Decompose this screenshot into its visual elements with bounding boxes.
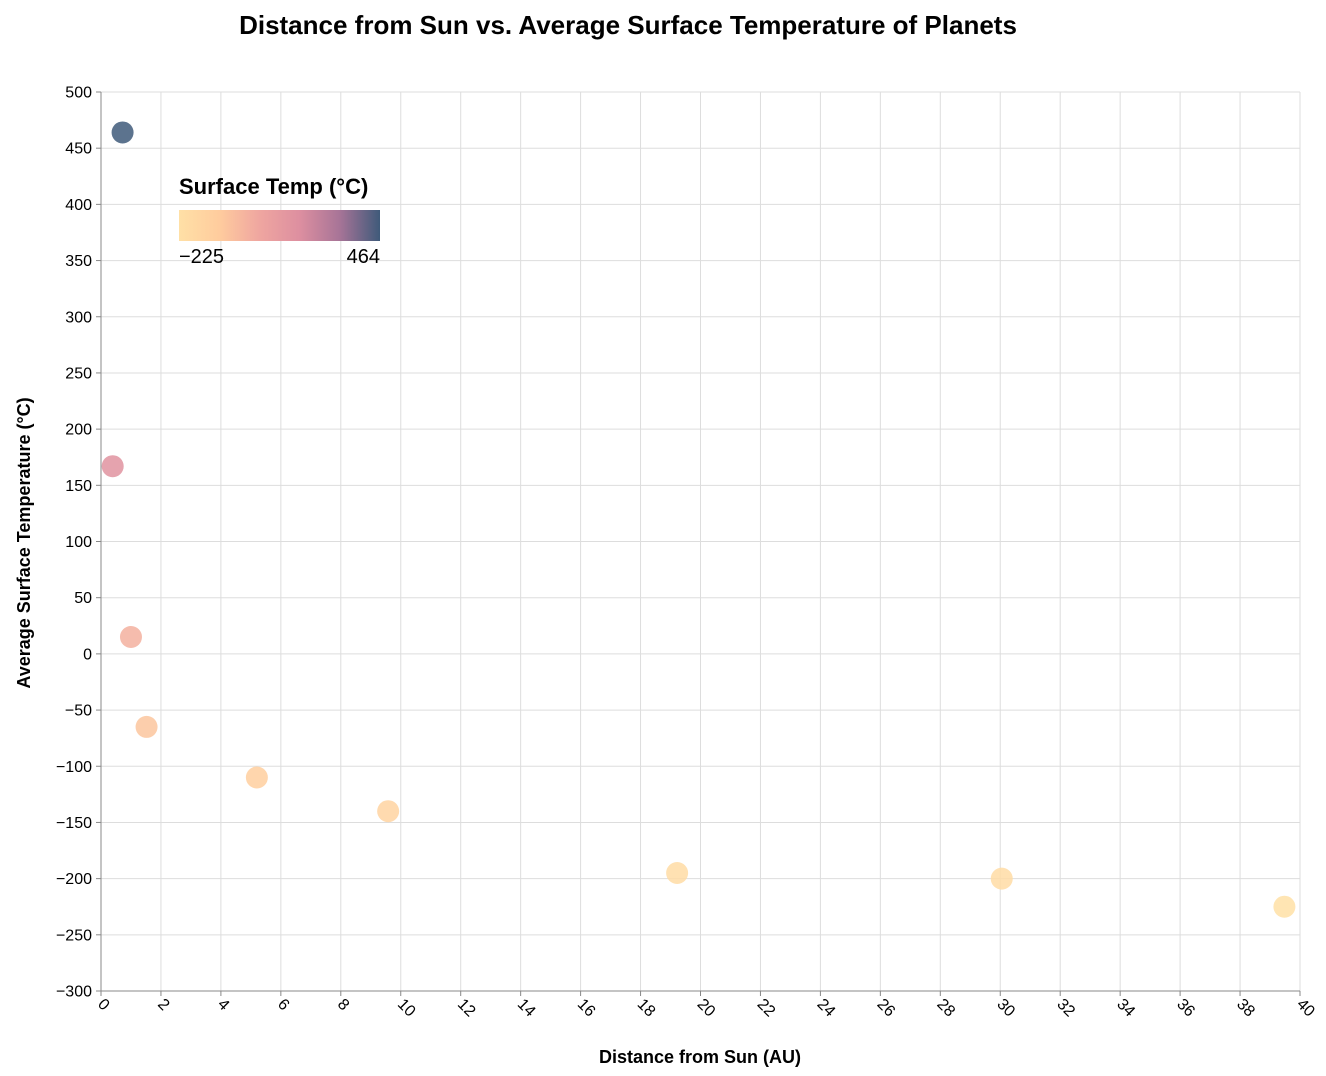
x-tick-label: 4 [214,996,232,1014]
y-tick-label: −200 [56,871,92,888]
x-tick-label: 0 [94,996,112,1014]
x-tick-label: 10 [394,996,419,1021]
x-tick-label: 28 [933,996,958,1021]
y-tick-label: 450 [65,141,92,158]
y-tick-label: 0 [83,646,92,663]
x-tick-label: 14 [514,996,539,1021]
y-tick-label: −50 [65,703,92,720]
data-point [990,867,1013,890]
x-tick-label: 22 [754,996,779,1021]
x-tick-label: 38 [1233,996,1258,1021]
y-tick-label: 100 [65,534,92,551]
x-tick-label: 2 [154,996,172,1014]
x-tick-label: 32 [1053,996,1078,1021]
x-tick-label: 40 [1293,996,1318,1021]
data-point [377,800,400,823]
y-tick-label: 300 [65,309,92,326]
data-point [135,715,158,738]
legend-min-label: −225 [179,246,224,268]
data-point [666,862,689,885]
y-tick-label: −150 [56,815,92,832]
y-axis-title: Average Surface Temperature (°C) [14,397,34,688]
y-tick-label: −300 [56,984,92,1001]
data-point [111,121,134,144]
x-tick-label: 34 [1113,996,1138,1021]
x-tick-label: 8 [334,996,352,1014]
data-point [245,766,268,789]
y-tick-label: 200 [65,422,92,439]
y-tick-label: −250 [56,927,92,944]
x-tick-label: 26 [874,996,899,1021]
data-point [101,455,124,478]
x-tick-label: 12 [454,996,479,1021]
y-tick-label: 150 [65,478,92,495]
y-tick-label: 350 [65,253,92,270]
y-tick-label: 500 [65,85,92,102]
y-tick-label: −100 [56,759,92,776]
data-point [119,626,142,649]
legend-max-label: 464 [347,246,380,268]
x-tick-label: 18 [634,996,659,1021]
legend-title: Surface Temp (°C) [179,174,368,199]
y-tick-label: 250 [65,365,92,382]
x-tick-label: 6 [274,996,292,1014]
y-tick-label: 50 [74,590,92,607]
chart-title: Distance from Sun vs. Average Surface Te… [239,10,1017,40]
x-tick-label: 30 [993,996,1018,1021]
x-axis-title: Distance from Sun (AU) [599,1047,801,1067]
x-tick-label: 24 [814,996,839,1021]
y-tick-label: 400 [65,197,92,214]
color-legend: Surface Temp (°C) −225 464 [179,174,380,268]
x-tick-label: 16 [574,996,599,1021]
x-tick-label: 20 [694,996,719,1021]
data-points [101,121,1296,918]
legend-gradient-bar [179,210,380,241]
x-tick-label: 36 [1173,996,1198,1021]
data-point [1273,895,1296,918]
